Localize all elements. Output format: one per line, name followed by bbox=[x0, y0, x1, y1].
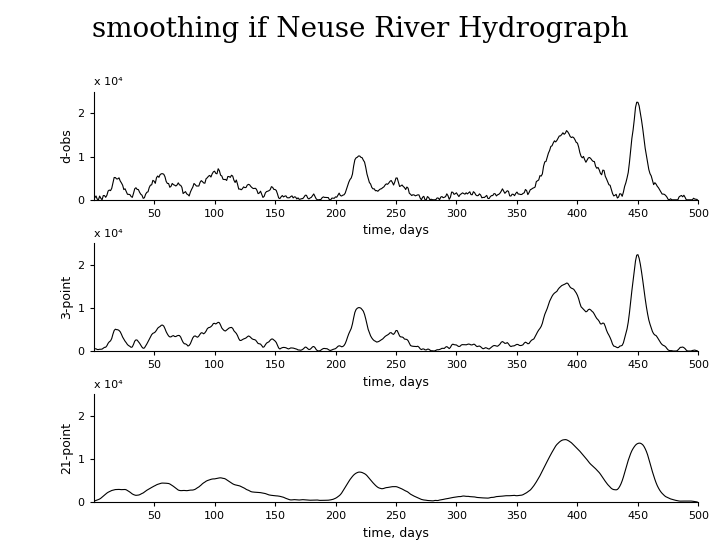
Y-axis label: d-obs: d-obs bbox=[60, 129, 73, 163]
X-axis label: time, days: time, days bbox=[363, 376, 429, 389]
X-axis label: time, days: time, days bbox=[363, 225, 429, 238]
Text: x 10⁴: x 10⁴ bbox=[94, 228, 122, 239]
Text: smoothing if Neuse River Hydrograph: smoothing if Neuse River Hydrograph bbox=[91, 16, 629, 43]
Text: x 10⁴: x 10⁴ bbox=[94, 380, 122, 390]
Y-axis label: 3-point: 3-point bbox=[60, 275, 73, 319]
Text: x 10⁴: x 10⁴ bbox=[94, 77, 122, 87]
X-axis label: time, days: time, days bbox=[363, 527, 429, 540]
Y-axis label: 21-point: 21-point bbox=[60, 422, 73, 474]
